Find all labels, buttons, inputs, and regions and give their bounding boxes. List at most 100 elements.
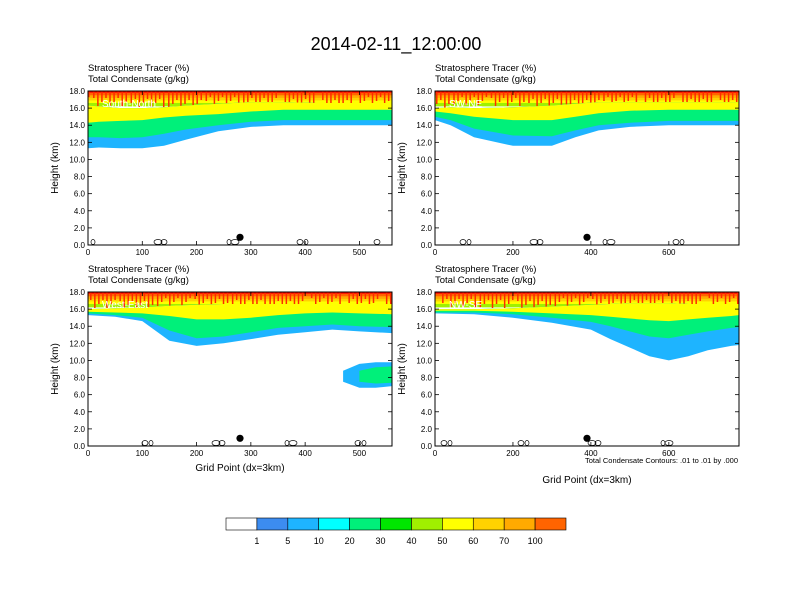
tracer-streak [491,292,494,308]
tracer-streak [102,292,104,300]
tracer-streak [360,292,363,303]
tracer-streak [723,91,726,108]
tracer-streak [269,292,271,309]
tracer-streak [284,91,287,107]
tracer-streak [603,91,605,101]
tracer-streak [154,91,157,103]
tracer-streak [363,91,366,101]
tracer-streak [695,292,697,305]
y-tick-label: 12.0 [416,339,432,348]
tracer-streak [109,91,111,106]
chart-title: 2014-02-11_12:00:00 [311,34,482,55]
colorbar-swatch [442,517,474,531]
tracer-streak [260,292,262,300]
tracer-streak [139,292,142,305]
tracer-streak [537,292,539,305]
tracer-streak [699,292,701,301]
tracer-streak [310,292,313,298]
tracer-streak [177,292,179,298]
y-tick-label: 0.0 [421,442,433,451]
tracer-streak [671,292,673,305]
panel-name: South-North [102,99,156,110]
panel-west-east: Stratosphere Tracer (%)Total Condensate … [50,264,393,458]
tracer-streak [481,91,484,101]
colorbar-swatch [256,517,289,531]
y-tick-label: 2.0 [74,425,86,434]
tracer-streak [498,91,501,102]
tracer-streak [574,292,577,298]
x-tick-label: 500 [353,449,367,458]
y-tick-label: 4.0 [74,207,86,216]
tracer-streak [189,292,191,298]
tracer-streak [271,91,273,102]
tracer-streak [600,292,602,303]
tracer-streak [641,292,644,304]
x-tick-label: 200 [506,248,520,257]
tracer-streak [326,91,328,108]
tracer-streak [304,91,307,99]
tracer-streak [523,91,525,102]
tracer-streak [206,292,209,299]
y-tick-label: 16.0 [416,305,432,314]
y-tick-label: 6.0 [421,190,433,199]
tracer-streak [720,292,723,298]
tracer-streak [521,292,523,309]
tracer-streak [101,91,103,102]
tracer-streak [665,91,667,106]
tracer-streak [466,292,468,303]
tracer-streak [436,91,438,104]
y-tick-label: 8.0 [421,374,433,383]
tracer-streak [608,292,610,307]
panels-group: Stratosphere Tracer (%)Total Condensate … [50,63,740,486]
tracer-streak [587,292,589,298]
y-tick-label: 16.0 [416,104,432,113]
tracer-streak [660,91,663,98]
colorbar-swatch [287,517,320,531]
plot-frame [434,90,740,246]
plot-area [88,292,392,446]
tracer-streak [644,91,647,102]
tracer-streak [479,292,482,308]
tracer-streak [214,292,217,303]
colorbar-swatch [472,517,505,531]
tracer-streak [474,292,477,307]
y-tick-label: 0.0 [421,241,433,250]
tracer-streak [385,292,388,308]
y-tick-label: 12.0 [69,138,85,147]
tracer-streak [457,91,459,101]
tracer-streak [156,292,159,306]
tracer-streak [138,91,141,107]
tracer-streak [724,292,727,306]
tracer-layer-2 [435,303,739,322]
tracer-streak [114,292,116,300]
tracer-streak [368,292,371,307]
tracer-streak [612,292,614,303]
tracer-streak [594,91,596,104]
tracer-streak [277,292,279,301]
tracer-streak [554,292,557,306]
tracer-streak [334,91,336,100]
y-axis-label: Height (km) [397,343,408,395]
tracer-streak [461,91,463,97]
tracer-streak [222,292,225,307]
tracer-streak [604,292,606,299]
tracer-streak [263,91,265,98]
tracer-streak [135,292,138,309]
tracer-streak [545,292,547,309]
tracer-streak [312,91,315,103]
tracer-streak [629,292,632,304]
y-tick-label: 16.0 [69,305,85,314]
tracer-streak [275,91,277,98]
tracer-streak [323,292,325,298]
colorbar-swatch [318,517,350,531]
tracer-streak [218,292,221,299]
tracer-streak [515,91,517,98]
tracer-streak [648,91,651,98]
tracer-streak [519,91,521,106]
location-marker [583,434,591,442]
colorbar-swatch [534,517,567,531]
tracer-streak [719,91,722,100]
tracer-streak [180,91,182,108]
tracer-streak [293,292,296,309]
